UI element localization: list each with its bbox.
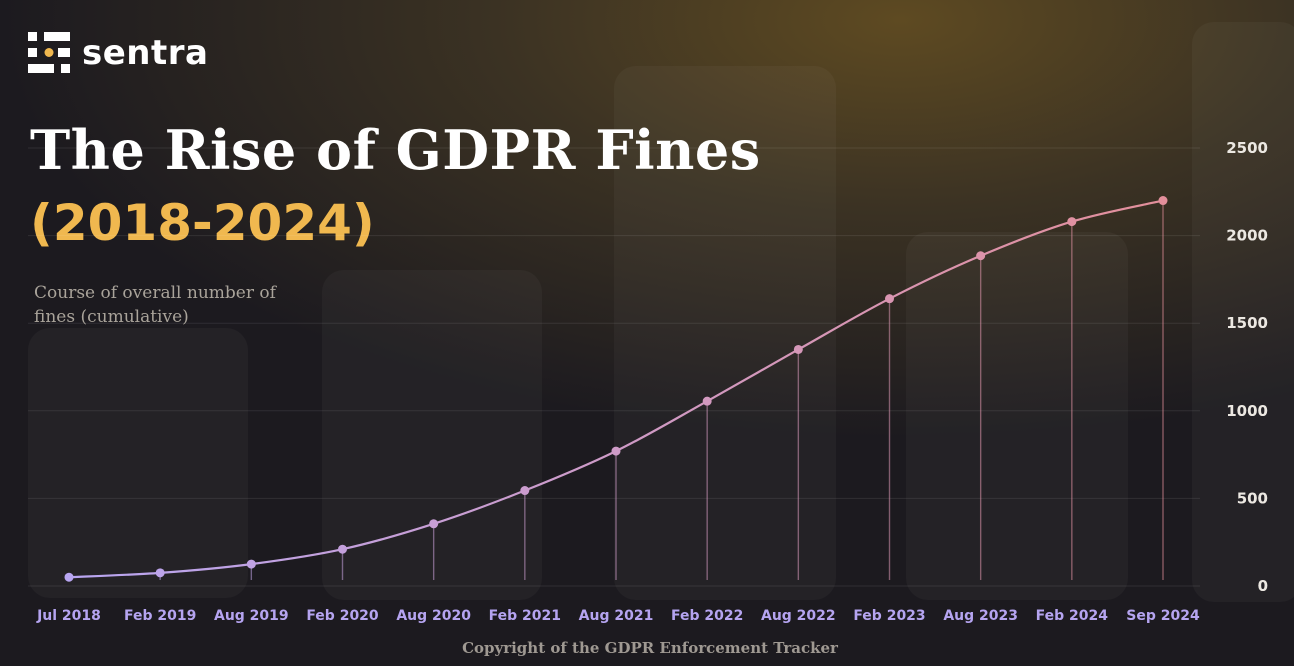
data-point: [64, 572, 74, 582]
data-point: [338, 544, 347, 554]
chart-caption: Course of overall number of fines (cumul…: [34, 283, 276, 327]
brand-logo: sentra: [28, 32, 208, 74]
chart-title: The Rise of GDPR Fines: [30, 118, 761, 182]
x-tick-label: Aug 2021: [579, 608, 654, 624]
data-point: [246, 559, 256, 569]
x-tick-label: Feb 2019: [124, 608, 196, 624]
data-point: [885, 294, 894, 304]
data-point: [611, 446, 621, 456]
x-tick-label: Aug 2023: [943, 608, 1018, 624]
data-point: [793, 344, 803, 354]
data-point: [976, 251, 986, 261]
data-point: [1158, 196, 1168, 206]
x-tick-label: Feb 2022: [671, 608, 743, 624]
brand-name: sentra: [82, 33, 209, 73]
sentra-logo-icon: [28, 32, 70, 73]
y-tick-label: 500: [1237, 489, 1268, 507]
x-tick-label: Feb 2023: [853, 608, 925, 624]
data-point: [702, 396, 712, 406]
chart-subtitle: (2018-2024): [30, 194, 375, 252]
x-tick-label: Sep 2024: [1126, 608, 1200, 624]
y-tick-label: 2000: [1226, 227, 1268, 245]
x-tick-label: Feb 2024: [1036, 608, 1109, 624]
x-tick-label: Feb 2020: [306, 608, 379, 624]
y-tick-label: 1500: [1226, 314, 1268, 332]
data-point: [155, 568, 165, 578]
y-tick-label: 2500: [1226, 139, 1268, 157]
x-tick-label: Aug 2019: [214, 608, 289, 624]
data-point: [520, 486, 530, 496]
x-tick-label: Aug 2020: [396, 608, 471, 624]
y-tick-label: 0: [1258, 577, 1268, 595]
data-point: [1067, 217, 1077, 227]
x-tick-label: Feb 2021: [489, 608, 561, 624]
copyright-note: Copyright of the GDPR Enforcement Tracke…: [462, 639, 838, 657]
x-tick-label: Aug 2022: [761, 608, 836, 624]
x-tick-label: Jul 2018: [36, 608, 101, 624]
y-tick-label: 1000: [1226, 402, 1268, 420]
data-point: [429, 519, 439, 529]
